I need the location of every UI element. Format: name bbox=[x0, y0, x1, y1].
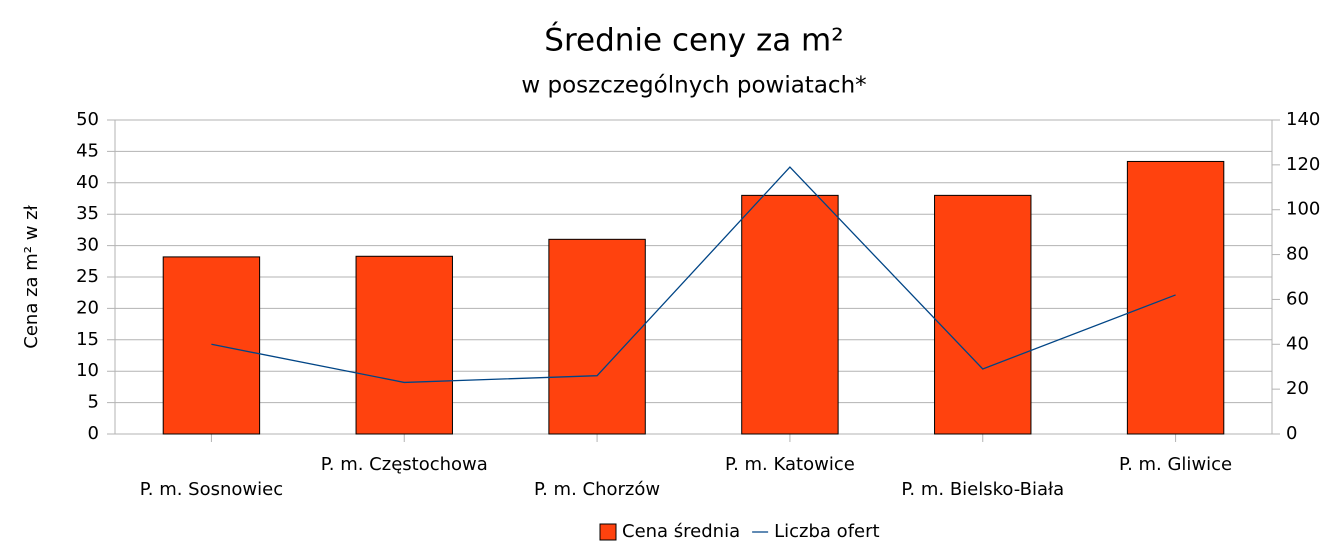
y-tick-label: 35 bbox=[76, 203, 99, 224]
legend-label: Liczba ofert bbox=[774, 521, 879, 541]
y-tick-label: 15 bbox=[76, 329, 99, 350]
y-tick-label: 45 bbox=[76, 140, 99, 161]
chart-title: Średnie ceny za m² bbox=[544, 22, 843, 59]
y2-tick-label: 40 bbox=[1286, 333, 1309, 354]
bar bbox=[1126, 160, 1225, 435]
y2-tick-label: 140 bbox=[1286, 109, 1320, 130]
x-tick-label: P. m. Bielsko-Biała bbox=[901, 479, 1064, 500]
x-tick-label: P. m. Częstochowa bbox=[321, 454, 488, 475]
chart-subtitle: w poszczególnych powiatach* bbox=[521, 73, 866, 99]
y2-tick-label: 80 bbox=[1286, 244, 1309, 265]
bar bbox=[934, 194, 1032, 435]
y2-tick-label: 100 bbox=[1286, 199, 1320, 220]
bar bbox=[548, 238, 646, 435]
bar bbox=[741, 194, 839, 435]
y-tick-label: 30 bbox=[76, 235, 99, 256]
y2-tick-label: 120 bbox=[1286, 154, 1320, 175]
legend-swatch bbox=[599, 523, 617, 541]
y2-tick-label: 0 bbox=[1286, 423, 1297, 444]
y2-tick-label: 60 bbox=[1286, 288, 1309, 309]
x-tick-label: P. m. Gliwice bbox=[1119, 454, 1232, 475]
y-tick-label: 5 bbox=[88, 392, 99, 413]
y-tick-label: 25 bbox=[76, 266, 99, 287]
y-axis-label: Cena za m² w zł bbox=[21, 204, 42, 348]
y-tick-label: 20 bbox=[76, 297, 99, 318]
x-tick-label: P. m. Sosnowiec bbox=[140, 479, 283, 500]
legend-label: Cena średnia bbox=[622, 521, 740, 541]
y2-tick-label: 20 bbox=[1286, 378, 1309, 399]
y-tick-label: 10 bbox=[76, 360, 99, 381]
bar bbox=[162, 256, 261, 435]
y-tick-label: 50 bbox=[76, 109, 99, 130]
line bbox=[211, 166, 1176, 384]
y-tick-label: 0 bbox=[88, 423, 99, 444]
y-tick-label: 40 bbox=[76, 172, 99, 193]
x-tick-label: P. m. Chorzów bbox=[534, 479, 660, 500]
x-tick-label: P. m. Katowice bbox=[725, 454, 855, 475]
bar bbox=[355, 255, 453, 435]
